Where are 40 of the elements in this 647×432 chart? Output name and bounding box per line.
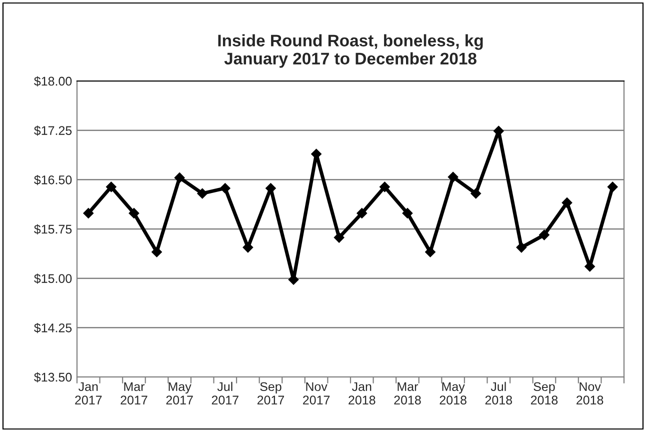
x-tick-label: Nov 2018 (576, 382, 604, 405)
point (448, 172, 458, 182)
point (516, 242, 527, 253)
x-tick-label: May 2017 (166, 382, 193, 405)
x-tick-label: Mar 2018 (394, 382, 421, 405)
y-tick-label: $18.00 (34, 76, 72, 86)
x-tick-label: Jul 2018 (485, 382, 512, 405)
point (402, 208, 413, 218)
y-tick-label: $15.75 (34, 224, 72, 234)
chart-title: Inside Round Roast, boneless, kg January 2017 to December 2018 (218, 34, 483, 68)
y-tick-label: $14.25 (34, 322, 72, 334)
point (562, 198, 572, 208)
x-tick-label: Sep 2017 (257, 382, 284, 405)
point (334, 232, 344, 243)
point (607, 182, 618, 192)
point (152, 246, 162, 258)
point (174, 172, 185, 183)
point (220, 183, 230, 194)
point (470, 188, 481, 199)
point (380, 182, 390, 192)
y-tick-label: $16.50 (34, 174, 72, 186)
point (83, 208, 94, 218)
x-tick-label: Mar 2017 (120, 382, 148, 405)
y-tick-label: $13.50 (34, 372, 72, 382)
x-tick-label: May 2018 (440, 382, 466, 405)
point (539, 230, 550, 240)
point (425, 246, 436, 258)
point (197, 188, 208, 199)
x-tick-label: Jan 2017 (75, 382, 102, 405)
point (356, 208, 368, 218)
y-tick-label: $17.25 (34, 126, 72, 136)
x-tick-label: Sep 2018 (530, 382, 558, 405)
y-tick-label: $15.00 (34, 274, 72, 284)
point (242, 242, 254, 253)
x-tick-label: Jan 2018 (348, 382, 376, 405)
x-tick-label: Jul 2017 (212, 382, 238, 405)
point (288, 274, 299, 285)
point (128, 208, 140, 218)
point (106, 182, 116, 192)
x-tick-label: Nov 2017 (303, 382, 330, 405)
